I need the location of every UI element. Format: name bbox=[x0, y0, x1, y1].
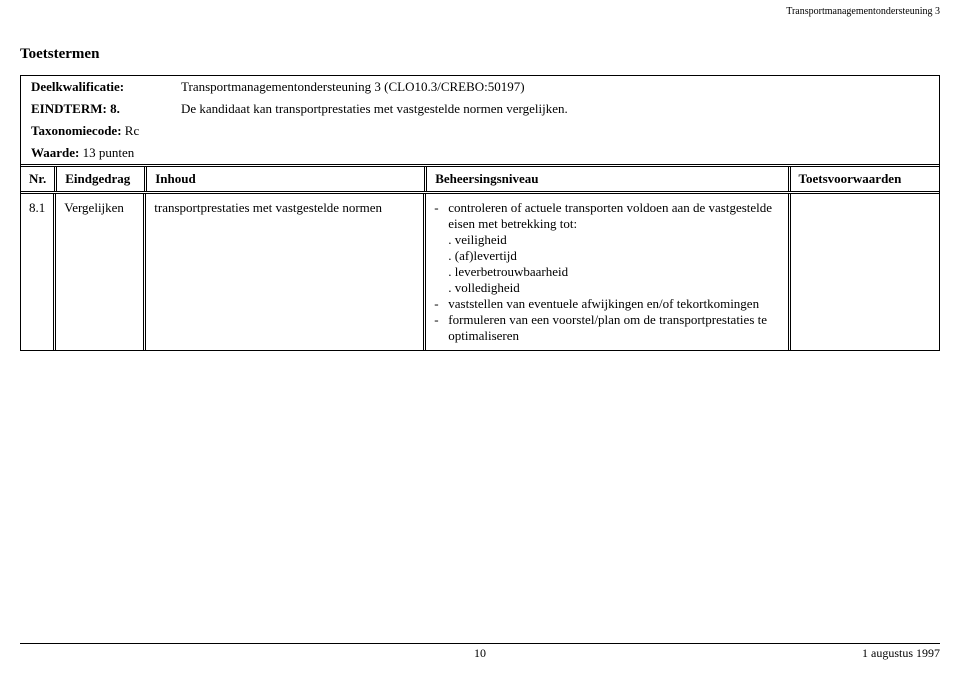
bn-item-3-text: formuleren van een voorstel/plan om de t… bbox=[448, 312, 779, 344]
label-waarde: Waarde: 13 punten bbox=[21, 142, 171, 164]
dash-icon: - bbox=[434, 200, 448, 296]
page: Transportmanagementondersteuning 3 Toets… bbox=[0, 0, 960, 673]
label-taxonomiecode-text: Taxonomiecode: bbox=[31, 123, 122, 138]
bn-sub-4: volledigheid bbox=[448, 280, 779, 296]
value-taxonomiecode: Rc bbox=[125, 123, 139, 138]
col-eindgedrag: Eindgedrag bbox=[56, 166, 146, 193]
bn-sub-1: veiligheid bbox=[448, 232, 779, 248]
bn-list: - controleren of actuele transporten vol… bbox=[434, 200, 779, 344]
info-block: Deelkwalificatie: Transportmanagementond… bbox=[21, 76, 939, 164]
running-header: Transportmanagementondersteuning 3 bbox=[786, 6, 940, 17]
label-eindterm: EINDTERM: 8. bbox=[21, 98, 171, 120]
bn-sub-2: (af)levertijd bbox=[448, 248, 779, 264]
cell-nr: 8.1 bbox=[21, 194, 55, 350]
cell-toetsvoorwaarden bbox=[789, 194, 939, 350]
bn-item-3: - formuleren van een voorstel/plan om de… bbox=[434, 312, 779, 344]
data-row: 8.1 Vergelijken transportprestaties met … bbox=[21, 194, 939, 350]
col-beheersingsniveau: Beheersingsniveau bbox=[426, 166, 789, 193]
page-footer: 10 1 augustus 1997 bbox=[20, 643, 940, 661]
dash-icon: - bbox=[434, 312, 448, 344]
bn-item-1: - controleren of actuele transporten vol… bbox=[434, 200, 779, 296]
bn-item-1-text: controleren of actuele transporten voldo… bbox=[448, 200, 772, 231]
bn-sublist: veiligheid (af)levertijd leverbetrouwbaa… bbox=[448, 232, 779, 296]
page-number: 10 bbox=[474, 646, 486, 661]
bn-item-2-text: vaststellen van eventuele afwijkingen en… bbox=[448, 296, 779, 312]
value-deelkwalificatie: Transportmanagementondersteuning 3 (CLO1… bbox=[171, 76, 939, 98]
row-taxonomiecode: Taxonomiecode: Rc bbox=[21, 120, 939, 142]
row-deelkwalificatie: Deelkwalificatie: Transportmanagementond… bbox=[21, 76, 939, 98]
bn-item-2: - vaststellen van eventuele afwijkingen … bbox=[434, 296, 779, 312]
footer-date: 1 augustus 1997 bbox=[862, 646, 940, 661]
section-title: Toetstermen bbox=[20, 46, 940, 63]
bn-sub-3: leverbetrouwbaarheid bbox=[448, 264, 779, 280]
value-waarde: 13 punten bbox=[83, 145, 135, 160]
value-eindterm: De kandidaat kan transportprestaties met… bbox=[171, 98, 939, 120]
col-toetsvoorwaarden: Toetsvoorwaarden bbox=[789, 166, 939, 193]
column-header-row: Nr. Eindgedrag Inhoud Beheersingsniveau … bbox=[21, 164, 939, 194]
col-inhoud: Inhoud bbox=[146, 166, 426, 193]
row-eindterm: EINDTERM: 8. De kandidaat kan transportp… bbox=[21, 98, 939, 120]
row-waarde: Waarde: 13 punten bbox=[21, 142, 939, 164]
label-waarde-text: Waarde: bbox=[31, 145, 79, 160]
content-frame: Deelkwalificatie: Transportmanagementond… bbox=[20, 75, 940, 351]
col-nr: Nr. bbox=[21, 166, 56, 193]
cell-eindgedrag: Vergelijken bbox=[55, 194, 145, 350]
cell-beheersingsniveau: - controleren of actuele transporten vol… bbox=[425, 194, 789, 350]
label-deelkwalificatie: Deelkwalificatie: bbox=[21, 76, 171, 98]
label-taxonomiecode: Taxonomiecode: Rc bbox=[21, 120, 171, 142]
cell-inhoud: transportprestaties met vastgestelde nor… bbox=[145, 194, 425, 350]
dash-icon: - bbox=[434, 296, 448, 312]
